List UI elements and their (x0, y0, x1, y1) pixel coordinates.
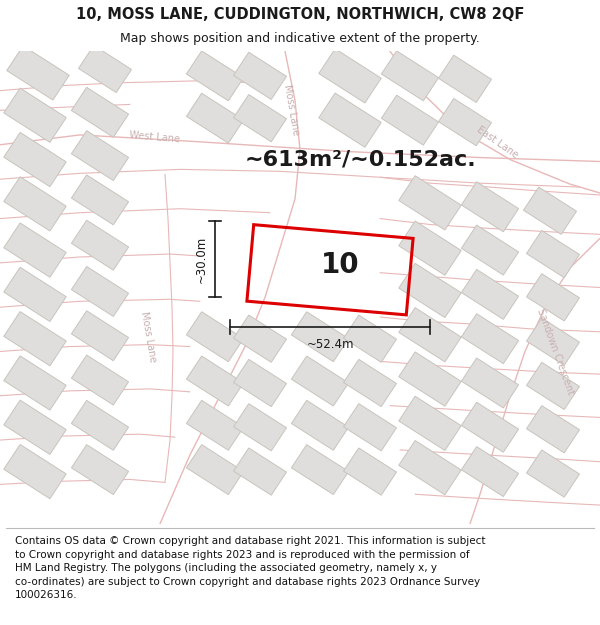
Text: Map shows position and indicative extent of the property.: Map shows position and indicative extent… (120, 32, 480, 45)
Polygon shape (461, 402, 518, 452)
Polygon shape (527, 362, 580, 409)
Polygon shape (292, 312, 349, 362)
Polygon shape (382, 51, 439, 101)
Polygon shape (71, 175, 128, 225)
Polygon shape (4, 444, 66, 499)
Polygon shape (4, 311, 66, 366)
Polygon shape (233, 359, 286, 407)
Polygon shape (4, 223, 66, 278)
Polygon shape (399, 263, 461, 318)
Polygon shape (292, 401, 349, 450)
Polygon shape (344, 315, 397, 362)
Polygon shape (399, 176, 461, 230)
Polygon shape (461, 314, 518, 364)
Text: East Lane: East Lane (475, 124, 520, 159)
Polygon shape (233, 448, 286, 495)
Polygon shape (461, 358, 518, 408)
Polygon shape (399, 396, 461, 451)
Text: Moss Lane: Moss Lane (281, 84, 301, 136)
Polygon shape (292, 356, 349, 406)
Polygon shape (4, 88, 66, 142)
Polygon shape (71, 355, 128, 405)
Polygon shape (399, 221, 461, 275)
Polygon shape (71, 220, 128, 270)
Polygon shape (524, 187, 577, 234)
Polygon shape (4, 356, 66, 410)
Polygon shape (71, 131, 128, 181)
Polygon shape (319, 49, 381, 103)
Text: West Lane: West Lane (129, 130, 181, 144)
Text: ~613m²/~0.152ac.: ~613m²/~0.152ac. (244, 149, 476, 169)
Text: ~30.0m: ~30.0m (194, 236, 208, 282)
Polygon shape (187, 356, 244, 406)
Polygon shape (344, 359, 397, 407)
Polygon shape (71, 266, 128, 316)
Polygon shape (461, 182, 518, 232)
Polygon shape (71, 88, 128, 138)
Polygon shape (187, 401, 244, 450)
Polygon shape (439, 99, 491, 146)
Polygon shape (527, 406, 580, 453)
Polygon shape (399, 352, 461, 406)
Polygon shape (527, 274, 580, 321)
Polygon shape (233, 315, 286, 362)
Text: 10, MOSS LANE, CUDDINGTON, NORTHWICH, CW8 2QF: 10, MOSS LANE, CUDDINGTON, NORTHWICH, CW… (76, 7, 524, 22)
Polygon shape (344, 404, 397, 451)
Polygon shape (4, 268, 66, 321)
Polygon shape (233, 404, 286, 451)
Polygon shape (344, 448, 397, 495)
Text: 10: 10 (320, 251, 359, 279)
Polygon shape (4, 400, 66, 454)
Text: Contains OS data © Crown copyright and database right 2021. This information is : Contains OS data © Crown copyright and d… (15, 536, 485, 600)
Polygon shape (399, 308, 461, 362)
Polygon shape (439, 55, 491, 102)
Polygon shape (233, 52, 286, 99)
Polygon shape (382, 95, 439, 145)
Polygon shape (4, 132, 66, 187)
Polygon shape (7, 46, 69, 100)
Polygon shape (4, 177, 66, 231)
Polygon shape (233, 94, 286, 142)
Text: Sandown Crescent: Sandown Crescent (535, 307, 575, 396)
Polygon shape (461, 225, 518, 275)
Polygon shape (187, 93, 244, 143)
Polygon shape (527, 318, 580, 365)
Polygon shape (71, 311, 128, 361)
Polygon shape (187, 444, 244, 494)
Polygon shape (319, 93, 381, 148)
Polygon shape (79, 46, 131, 92)
Polygon shape (461, 269, 518, 319)
Polygon shape (527, 231, 580, 278)
Polygon shape (292, 444, 349, 494)
Text: ~52.4m: ~52.4m (306, 338, 354, 351)
Polygon shape (527, 450, 580, 497)
Polygon shape (187, 51, 244, 101)
Polygon shape (71, 401, 128, 450)
Polygon shape (187, 312, 244, 362)
Polygon shape (399, 441, 461, 495)
Polygon shape (71, 444, 128, 494)
Polygon shape (461, 447, 518, 496)
Text: Moss Lane: Moss Lane (139, 311, 157, 363)
